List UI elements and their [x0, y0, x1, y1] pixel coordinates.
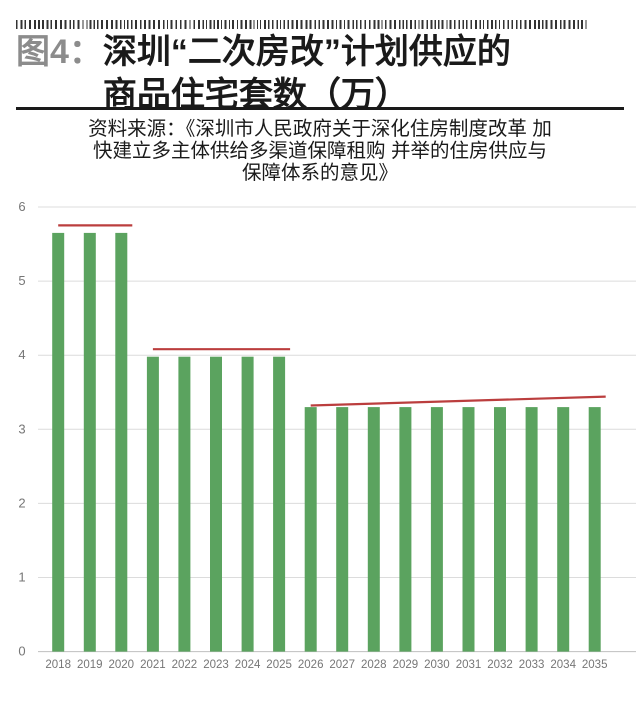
svg-text:2034: 2034 — [550, 659, 576, 671]
svg-text:2023: 2023 — [203, 659, 229, 671]
svg-text:2018: 2018 — [45, 659, 71, 671]
svg-text:4: 4 — [18, 347, 25, 362]
svg-text:2033: 2033 — [519, 659, 545, 671]
svg-text:2026: 2026 — [298, 659, 324, 671]
svg-text:2021: 2021 — [140, 659, 166, 671]
svg-text:2032: 2032 — [487, 659, 513, 671]
svg-text:2027: 2027 — [329, 659, 355, 671]
svg-text:6: 6 — [18, 199, 25, 214]
svg-text:2030: 2030 — [424, 659, 450, 671]
svg-text:2025: 2025 — [266, 659, 292, 671]
svg-text:2035: 2035 — [582, 659, 608, 671]
svg-text:2028: 2028 — [361, 659, 387, 671]
svg-text:2: 2 — [18, 495, 25, 510]
svg-text:0: 0 — [18, 644, 25, 659]
svg-text:5: 5 — [18, 273, 25, 288]
svg-text:2029: 2029 — [393, 659, 419, 671]
svg-text:3: 3 — [18, 421, 25, 436]
svg-text:2020: 2020 — [109, 659, 135, 671]
svg-text:2031: 2031 — [456, 659, 482, 671]
svg-text:2024: 2024 — [235, 659, 261, 671]
svg-text:1: 1 — [18, 570, 25, 585]
svg-text:2019: 2019 — [77, 659, 103, 671]
svg-text:2022: 2022 — [172, 659, 198, 671]
